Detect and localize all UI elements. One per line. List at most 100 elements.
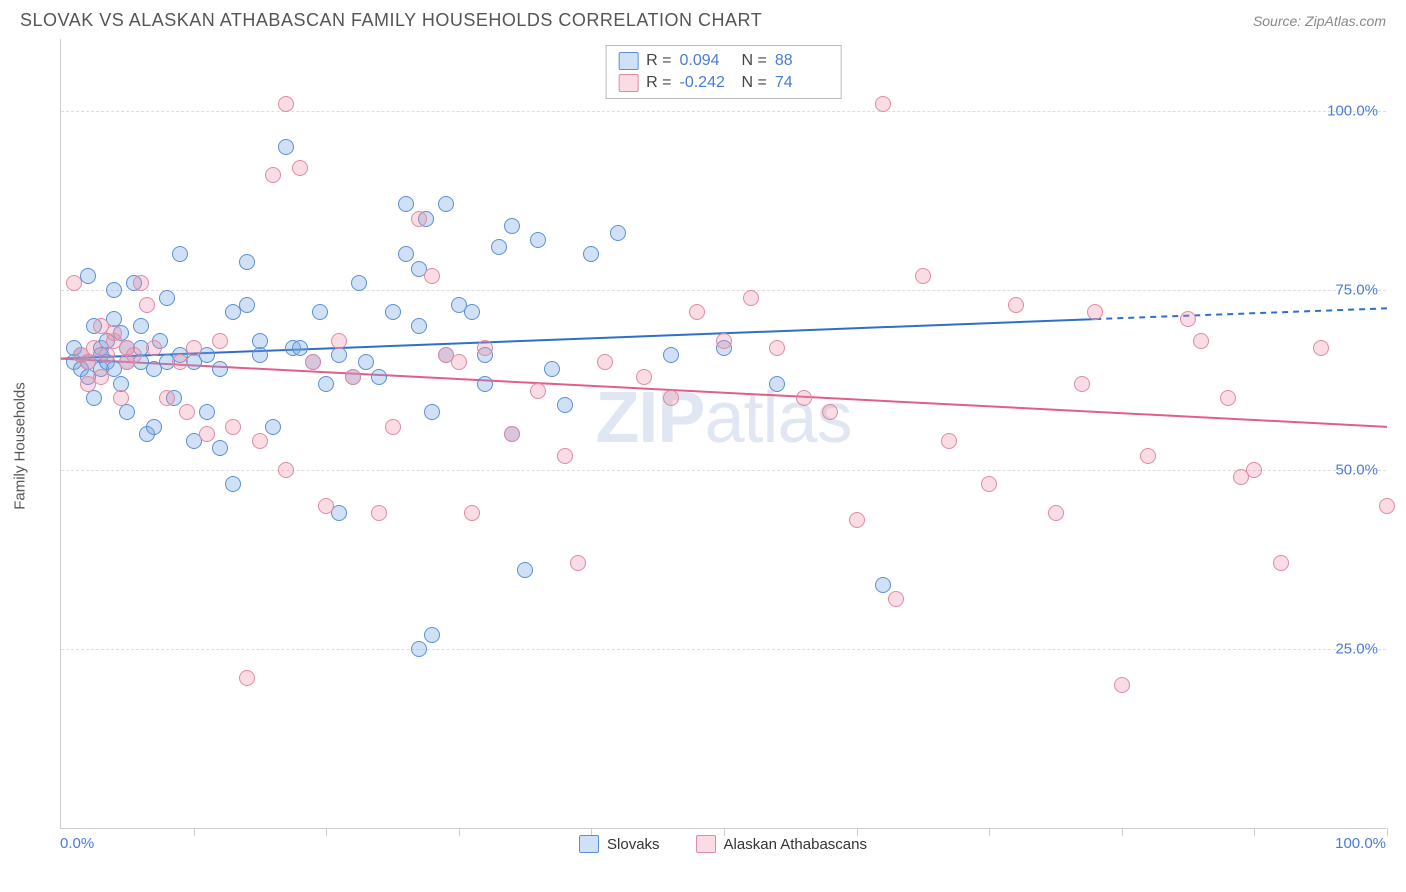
data-point [292,340,308,356]
data-point [159,290,175,306]
data-point [252,433,268,449]
legend-item-slovaks: Slovaks [579,835,660,853]
data-point [318,376,334,392]
data-point [159,390,175,406]
data-point [146,419,162,435]
data-point [464,505,480,521]
data-point [172,246,188,262]
legend-label-athabascans: Alaskan Athabascans [724,836,867,853]
data-point [239,297,255,313]
legend-row-slovaks: R = 0.094 N = 88 [618,50,829,72]
swatch-athabascans [696,835,716,853]
data-point [981,476,997,492]
data-point [305,354,321,370]
data-point [464,304,480,320]
swatch-athabascans [618,74,638,92]
data-point [530,383,546,399]
data-point [225,419,241,435]
legend-item-athabascans: Alaskan Athabascans [696,835,867,853]
data-point [796,390,812,406]
data-point [186,340,202,356]
data-point [451,354,467,370]
data-point [636,369,652,385]
data-point [252,333,268,349]
data-point [424,404,440,420]
x-min-label: 0.0% [60,835,94,852]
y-axis-label: Family Households [12,382,29,510]
data-point [504,426,520,442]
data-point [212,333,228,349]
data-point [504,218,520,234]
data-point [1087,304,1103,320]
data-point [610,225,626,241]
data-point [822,404,838,420]
data-point [133,275,149,291]
data-point [1379,498,1395,514]
data-point [491,239,507,255]
data-point [583,246,599,262]
swatch-slovaks [579,835,599,853]
data-point [477,340,493,356]
data-point [1140,448,1156,464]
data-point [351,275,367,291]
data-point [438,196,454,212]
data-point [663,390,679,406]
data-point [199,404,215,420]
data-point [1048,505,1064,521]
data-point [179,404,195,420]
data-point [941,433,957,449]
n-value-athabascans: 74 [775,72,829,94]
data-point [331,347,347,363]
data-point [424,627,440,643]
data-point [345,369,361,385]
data-point [318,498,334,514]
chart-header: SLOVAK VS ALASKAN ATHABASCAN FAMILY HOUS… [0,0,1406,39]
data-point [875,96,891,112]
data-point [716,333,732,349]
legend-row-athabascans: R = -0.242 N = 74 [618,72,829,94]
data-point [1246,462,1262,478]
data-point [915,268,931,284]
data-point [312,304,328,320]
data-point [557,397,573,413]
correlation-legend: R = 0.094 N = 88 R = -0.242 N = 74 [605,45,842,99]
data-point [119,404,135,420]
data-point [663,347,679,363]
data-point [278,139,294,155]
data-point [146,340,162,356]
data-point [212,440,228,456]
x-axis-labels: 0.0% Slovaks Alaskan Athabascans 100.0% [60,835,1386,857]
data-point [1074,376,1090,392]
data-point [265,167,281,183]
data-point [199,426,215,442]
data-point [385,419,401,435]
data-point [371,369,387,385]
n-label: N = [742,50,767,72]
data-point [292,160,308,176]
data-point [398,196,414,212]
data-point [689,304,705,320]
data-point [1180,311,1196,327]
x-max-label: 100.0% [1335,835,1386,852]
data-point [424,268,440,284]
data-point [252,347,268,363]
data-point [743,290,759,306]
r-label: R = [646,50,671,72]
n-label: N = [742,72,767,94]
data-point [371,505,387,521]
data-point [557,448,573,464]
data-point [411,318,427,334]
data-point [93,369,109,385]
data-point [278,462,294,478]
data-point [875,577,891,593]
data-point [80,354,96,370]
data-point [106,325,122,341]
plot-area: ZIPatlas 25.0%50.0%75.0%100.0% [61,39,1386,828]
r-label: R = [646,72,671,94]
data-point [225,476,241,492]
data-point [139,297,155,313]
data-point [1193,333,1209,349]
data-point [239,670,255,686]
chart-title: SLOVAK VS ALASKAN ATHABASCAN FAMILY HOUS… [20,10,762,31]
data-point [106,282,122,298]
